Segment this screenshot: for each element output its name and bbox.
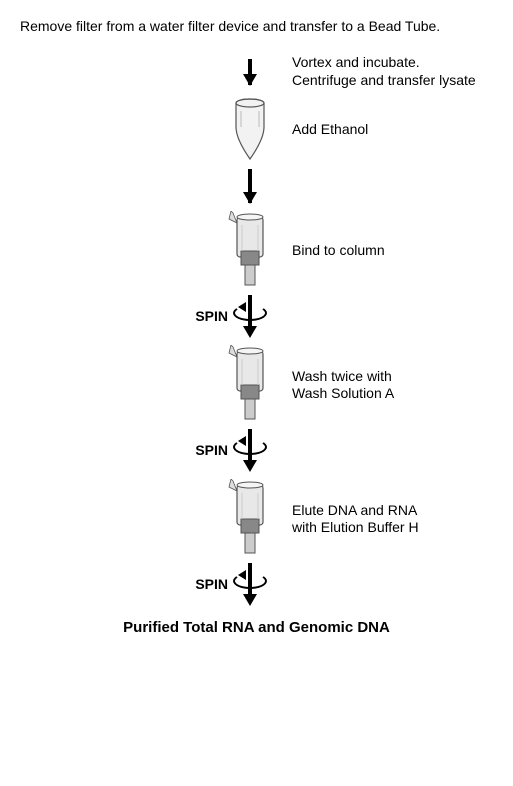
spin-step: SPIN	[20, 563, 493, 605]
step-caption: Elute DNA and RNA with Elution Buffer H	[280, 502, 419, 537]
caption-line: Wash twice with	[292, 368, 392, 384]
caption-line: Vortex and incubate.	[292, 54, 420, 70]
flow-arrow	[20, 169, 493, 203]
step-add-ethanol: Add Ethanol	[20, 97, 493, 163]
spin-column-icon	[227, 479, 273, 559]
step-wash: Wash twice with Wash Solution A	[20, 345, 493, 425]
spin-label: SPIN	[195, 308, 228, 324]
down-arrow-icon	[248, 59, 252, 85]
down-arrow-icon	[248, 169, 252, 203]
spin-step: SPIN	[20, 295, 493, 337]
caption-line: Wash Solution A	[292, 385, 394, 401]
step-bind-column: Bind to column	[20, 211, 493, 291]
step-vortex: Vortex and incubate. Centrifuge and tran…	[20, 54, 493, 89]
spin-arrow-icon	[230, 295, 270, 337]
caption-line: Elute DNA and RNA	[292, 502, 417, 518]
spin-step: SPIN	[20, 429, 493, 471]
step-caption: Vortex and incubate. Centrifuge and tran…	[280, 54, 476, 89]
spin-arrow-icon	[230, 429, 270, 471]
step-elute: Elute DNA and RNA with Elution Buffer H	[20, 479, 493, 559]
microcentrifuge-tube-icon	[227, 97, 273, 163]
page-title: Remove filter from a water filter device…	[20, 18, 493, 34]
step-caption: Wash twice with Wash Solution A	[280, 368, 394, 403]
caption-line: Add Ethanol	[292, 121, 368, 137]
step-caption: Bind to column	[280, 242, 385, 260]
caption-line: Centrifuge and transfer lysate	[292, 72, 476, 88]
spin-column-icon	[227, 211, 273, 291]
spin-arrow-icon	[230, 563, 270, 605]
caption-line: with Elution Buffer H	[292, 519, 419, 535]
spin-label: SPIN	[195, 442, 228, 458]
step-caption: Add Ethanol	[280, 121, 368, 139]
final-result: Purified Total RNA and Genomic DNA	[20, 619, 493, 636]
spin-label: SPIN	[195, 576, 228, 592]
caption-line: Bind to column	[292, 242, 385, 258]
spin-column-icon	[227, 345, 273, 425]
protocol-flow: Vortex and incubate. Centrifuge and tran…	[20, 54, 493, 605]
